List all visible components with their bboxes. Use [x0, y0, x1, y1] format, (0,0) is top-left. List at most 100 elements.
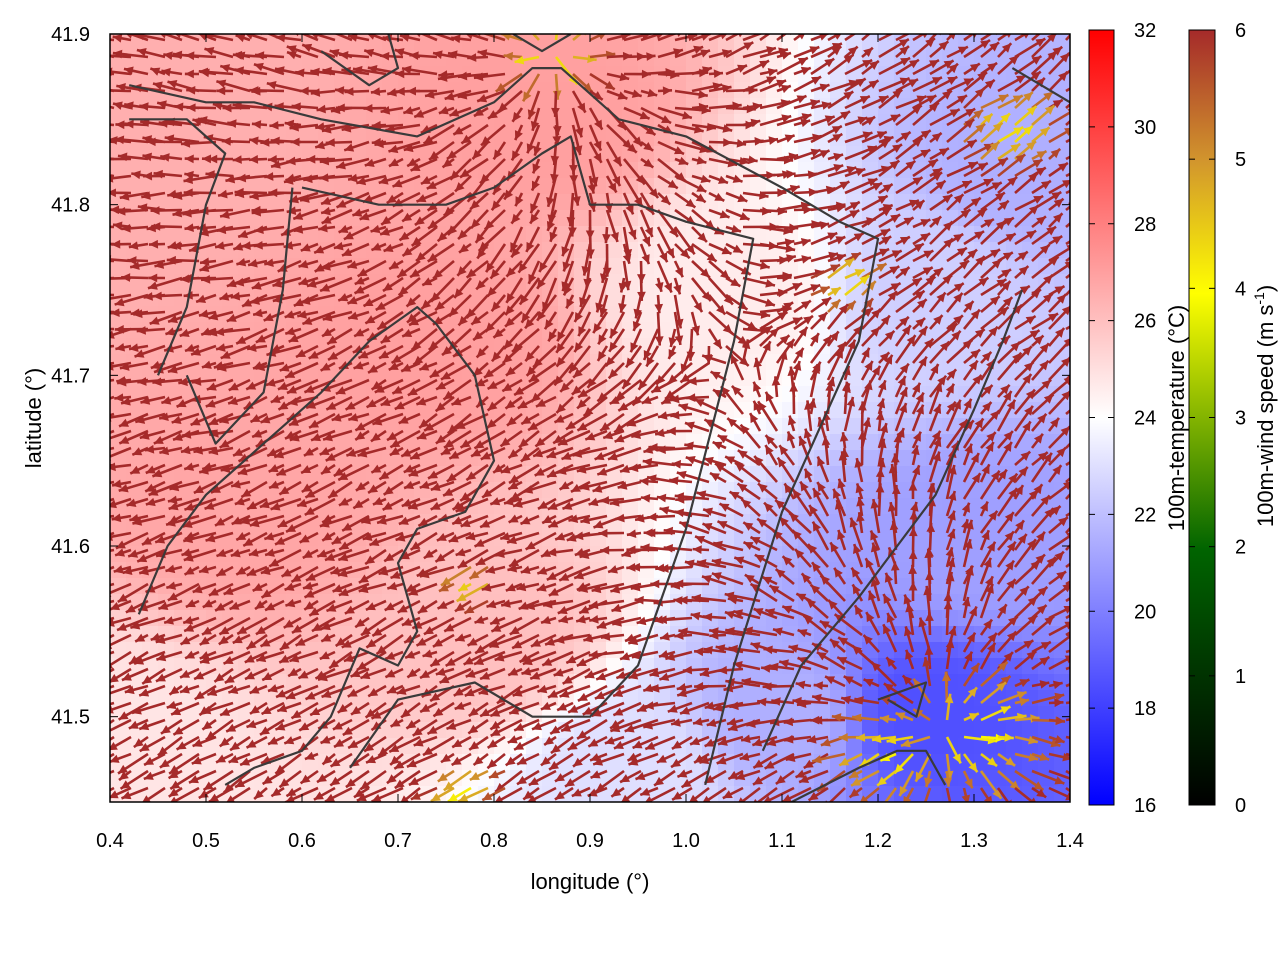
temperature-cell [1006, 738, 1023, 755]
temperature-cell [1022, 274, 1039, 291]
wind-arrow-head [78, 221, 87, 230]
temperature-cell [702, 594, 719, 611]
wind-arrow-shaft [110, 105, 115, 110]
temperature-cell [558, 194, 575, 211]
temperature-cell [750, 130, 767, 147]
temperature-cell [910, 258, 927, 275]
wind-arrow-head [1077, 90, 1087, 99]
wind-arrow-head [93, 120, 102, 129]
temperature-cell [558, 178, 575, 195]
temperature-cell [350, 130, 367, 147]
temperature-cell [798, 274, 815, 291]
temperature-cell [142, 450, 159, 467]
temperature-cell [958, 738, 975, 755]
temperature-cell [366, 178, 383, 195]
temperature-cell [174, 50, 191, 67]
plot-area [78, 15, 1088, 802]
temperature-cell [686, 258, 703, 275]
temperature-cell [110, 162, 127, 179]
temperature-cell [558, 98, 575, 115]
temperature-cell [382, 290, 399, 307]
temperature-cell [542, 114, 559, 131]
temperature-cell [574, 226, 591, 243]
temperature-cell [734, 50, 751, 67]
wind-arrow-head [1069, 186, 1070, 187]
temperature-cell [590, 210, 607, 227]
temperature-cell [606, 98, 623, 115]
temperature-cell [798, 210, 815, 227]
temperature-cell [350, 50, 367, 67]
temperature-cell [126, 178, 143, 195]
temperature-cell [638, 98, 655, 115]
temperature-cell [270, 242, 287, 259]
wind-arrow [78, 221, 115, 230]
temperature-cell [622, 290, 639, 307]
temperature-cell [590, 66, 607, 83]
temperature-cell [606, 66, 623, 83]
temperature-cell [430, 162, 447, 179]
wind-arrow-head [899, 25, 909, 33]
temperature-cell [654, 50, 671, 67]
temperature-cell [590, 258, 607, 275]
temperature-cell [110, 258, 127, 275]
temperature-cell [686, 578, 703, 595]
wind-arrow-head [83, 82, 93, 90]
wind-arrow [82, 170, 115, 179]
temperature-cell [862, 466, 879, 483]
temperature-cell [542, 66, 559, 83]
temperature-cell [798, 98, 815, 115]
temperature-cell [670, 274, 687, 291]
temperature-cell [846, 290, 863, 307]
temperature-cell [686, 306, 703, 323]
temperature-cell [782, 34, 799, 51]
temperature-cell [942, 706, 959, 723]
temperature-cell [110, 66, 127, 83]
temperature-cell [830, 418, 847, 435]
temperature-cell [446, 162, 463, 179]
temperature-cell [814, 242, 831, 259]
temperature-cell [734, 242, 751, 259]
wind-arrow-head [1073, 212, 1083, 221]
temperature-cell [734, 162, 751, 179]
temperature-cell [590, 98, 607, 115]
temperature-cell [238, 130, 255, 147]
temperature-cell [542, 274, 559, 291]
temperature-cell [830, 98, 847, 115]
temperature-cell [702, 162, 719, 179]
wind-arrow-head [878, 17, 888, 26]
temperature-cell [574, 34, 591, 51]
temperature-cell [238, 114, 255, 131]
temperature-cell [270, 210, 287, 227]
temperature-cell [750, 434, 767, 451]
wind-arrow-head [82, 170, 91, 179]
temperature-cell [878, 274, 895, 291]
temperature-cell [670, 98, 687, 115]
temperature-cell [638, 562, 655, 579]
wind-arrow-head [858, 25, 868, 34]
wind-arrow-head [1072, 168, 1082, 176]
temperature-cell [734, 98, 751, 115]
temperature-cell [142, 210, 159, 227]
temperature-cell [654, 306, 671, 323]
temperature-cell [126, 370, 143, 387]
temperature-cell [846, 274, 863, 291]
temperature-cell [958, 274, 975, 291]
wind-arrow-head [522, 21, 531, 31]
temperature-cell [574, 242, 591, 259]
temperature-cell [958, 34, 975, 51]
wind-arrow-head [1071, 111, 1081, 120]
temperature-cell [110, 242, 127, 259]
temperature-cell [158, 178, 175, 195]
temperature-cell [414, 34, 431, 51]
temperature-cell [238, 258, 255, 275]
temperature-cell [158, 210, 175, 227]
wind-arrow-shaft [110, 89, 132, 93]
temperature-cell [462, 34, 479, 51]
temperature-cell [206, 50, 223, 67]
temperature-cell [878, 66, 895, 83]
temperature-cell [542, 50, 559, 67]
wind-arrow-head [110, 173, 114, 183]
wind-arrow-head [1079, 15, 1088, 25]
temperature-cell [974, 130, 991, 147]
